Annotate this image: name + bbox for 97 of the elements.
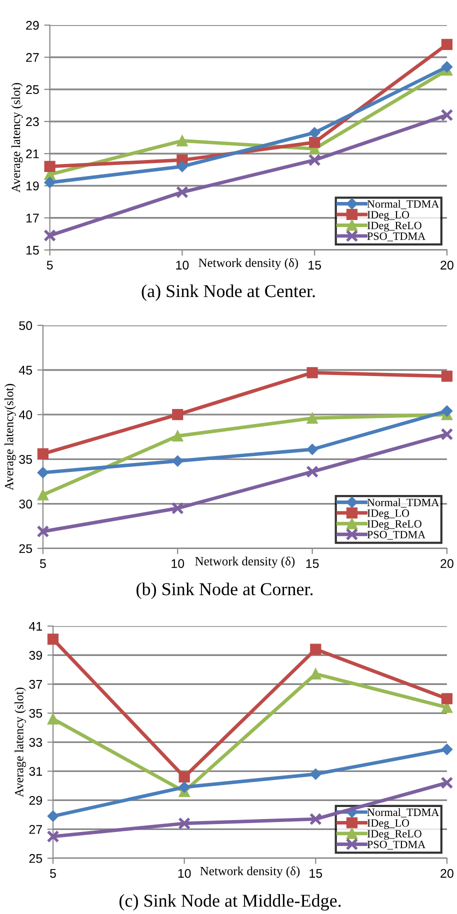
y-tick-label: 30: [19, 500, 32, 508]
y-tick-label: 39: [29, 650, 42, 660]
point: [172, 409, 184, 420]
point: [441, 744, 453, 756]
point: [308, 127, 320, 138]
x-tick-label: 5: [46, 260, 53, 270]
point: [441, 693, 452, 704]
x-tick-label: 5: [50, 869, 56, 878]
point: [36, 525, 50, 538]
legend-label: IDeg_ReLO: [367, 830, 422, 840]
y-tick-label: 35: [19, 454, 32, 464]
text: (c) Sink Node at Middle-Edge.: [120, 894, 341, 911]
x-tick-label: 5: [40, 559, 46, 568]
point: [176, 160, 188, 172]
legend-label: PSO_TDMA: [367, 232, 426, 242]
point: [44, 229, 56, 242]
x-tick-label: 15: [310, 869, 322, 878]
point: [441, 38, 452, 50]
y-tick-label: 31: [29, 766, 42, 776]
x-tick-label: 10: [176, 260, 189, 270]
y-tick-label: 35: [29, 708, 42, 718]
point: [308, 154, 321, 166]
x-tick-label: 20: [440, 559, 454, 568]
legend-label: IDeg_ReLO: [367, 520, 422, 530]
x-axis-title: Network density (δ): [198, 258, 298, 270]
y-axis-title: Average latency (slot): [14, 688, 26, 798]
point: [310, 644, 322, 655]
y-tick-label: 21: [26, 149, 39, 158]
x-tick-label: 10: [178, 868, 191, 878]
point: [440, 776, 454, 790]
text: (a) Sink Node at Center.: [142, 284, 315, 301]
y-axis-title: Average latency(slot): [4, 384, 16, 490]
y-tick-label: 27: [29, 825, 42, 834]
point: [440, 108, 454, 122]
y-tick-label: 29: [29, 796, 42, 805]
point: [47, 634, 59, 645]
y-tick-label: 50: [19, 321, 32, 330]
point: [47, 810, 59, 822]
point: [441, 405, 453, 417]
point: [441, 370, 452, 382]
point: [47, 713, 59, 725]
y-tick-label: 19: [26, 182, 39, 190]
x-tick-label: 15: [308, 260, 321, 270]
y-tick-label: 45: [18, 366, 32, 375]
legend-label: IDeg_LO: [367, 819, 410, 830]
point: [306, 367, 318, 378]
point: [178, 782, 190, 793]
point: [309, 136, 320, 148]
text: (b) Sink Node at Corner.: [136, 582, 313, 599]
legend-label: IDeg_LO: [367, 509, 410, 520]
x-tick-label: 20: [440, 260, 454, 270]
point: [176, 186, 188, 198]
x-tick-label: 20: [440, 868, 454, 878]
point: [178, 817, 191, 830]
y-tick-label: 25: [19, 544, 32, 554]
point: [178, 771, 190, 783]
legend-label: Normal_TDMA: [367, 200, 440, 210]
point: [172, 430, 184, 442]
point: [171, 502, 184, 515]
point: [309, 812, 322, 826]
point: [37, 448, 49, 460]
y-tick-label: 29: [26, 20, 39, 30]
point: [310, 768, 322, 780]
point: [306, 465, 319, 478]
x-tick-label: 10: [172, 559, 184, 568]
point: [44, 160, 56, 172]
point: [37, 489, 49, 500]
point: [37, 466, 49, 478]
y-tick-label: 37: [29, 680, 42, 689]
point: [440, 428, 454, 440]
y-axis-title: Average latency (slot): [11, 83, 23, 193]
x-axis-title: Network density (δ): [195, 556, 295, 568]
y-tick-label: 41: [28, 622, 42, 631]
y-tick-label: 33: [29, 738, 42, 747]
legend-label: Normal_TDMA: [367, 498, 440, 508]
x-tick-label: 15: [306, 559, 319, 568]
legend-label: PSO_TDMA: [367, 530, 426, 540]
point: [310, 668, 322, 680]
y-tick-label: 40: [18, 410, 32, 420]
x-axis-title: Network density (δ): [200, 866, 300, 878]
legend-label: IDeg_LO: [367, 211, 410, 221]
y-tick-label: 27: [26, 53, 39, 62]
point: [176, 135, 188, 146]
y-tick-label: 25: [26, 85, 39, 94]
point: [306, 444, 318, 455]
legend-label: Normal_TDMA: [367, 808, 440, 818]
y-tick-label: 17: [26, 214, 39, 222]
point: [46, 830, 60, 843]
y-tick-label: 23: [26, 117, 39, 126]
y-tick-label: 25: [29, 854, 42, 863]
point: [44, 176, 56, 188]
point: [306, 412, 318, 424]
point: [172, 455, 184, 467]
legend-label: PSO_TDMA: [367, 840, 426, 850]
y-tick-label: 15: [26, 246, 39, 255]
legend-label: IDeg_ReLO: [367, 222, 422, 232]
point: [441, 61, 453, 72]
